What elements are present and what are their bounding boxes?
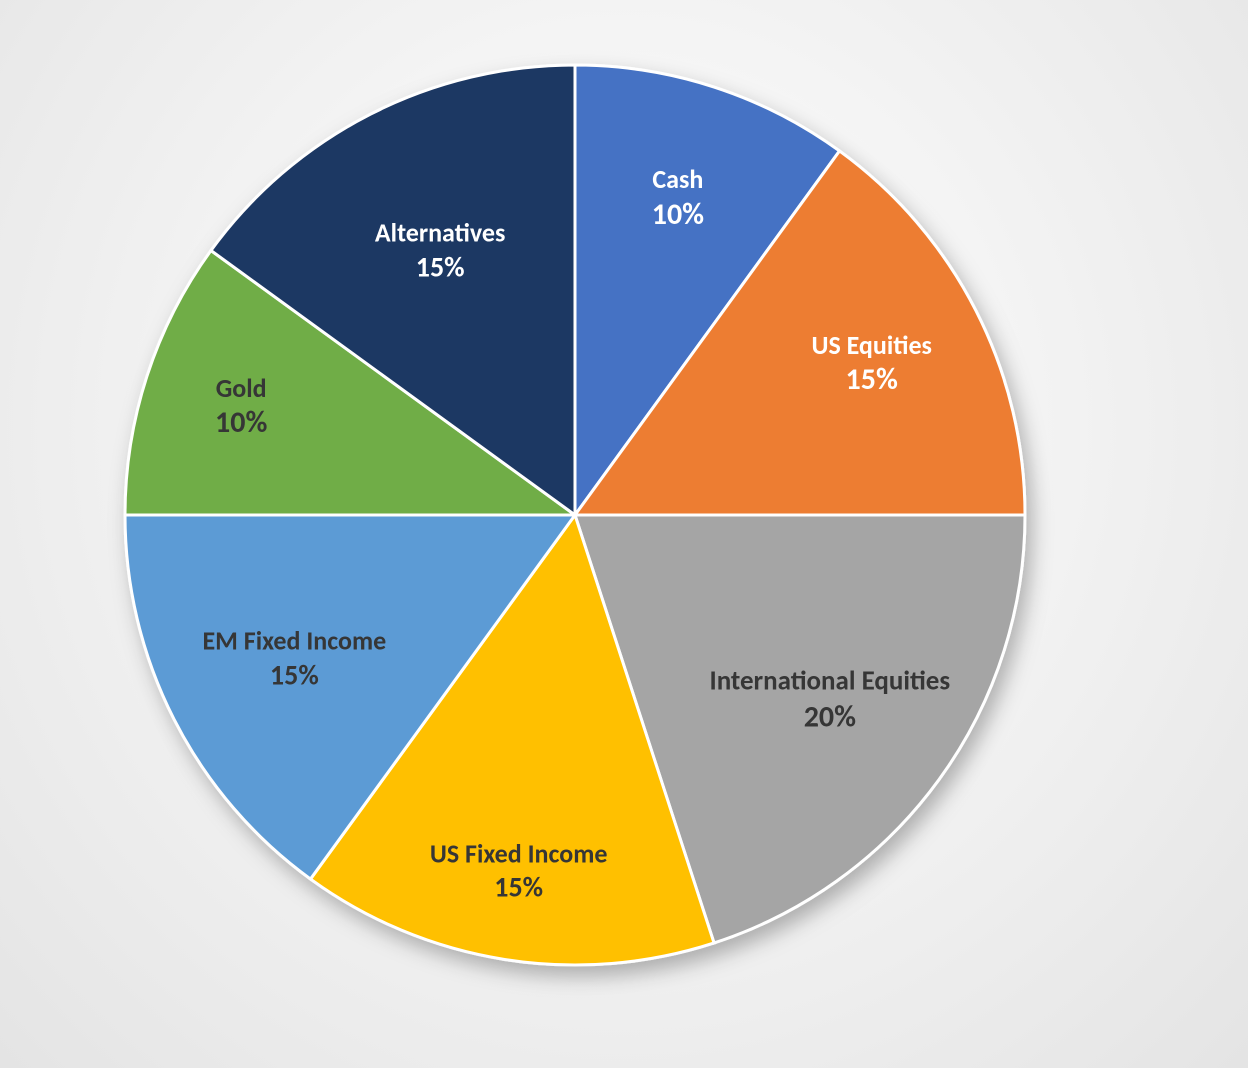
pie-svg xyxy=(0,0,1248,1068)
allocation-pie-chart: Cash10%US Equities15%International Equit… xyxy=(0,0,1248,1068)
